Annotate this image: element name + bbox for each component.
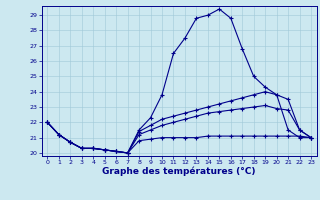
X-axis label: Graphe des températures (°C): Graphe des températures (°C)	[102, 167, 256, 176]
